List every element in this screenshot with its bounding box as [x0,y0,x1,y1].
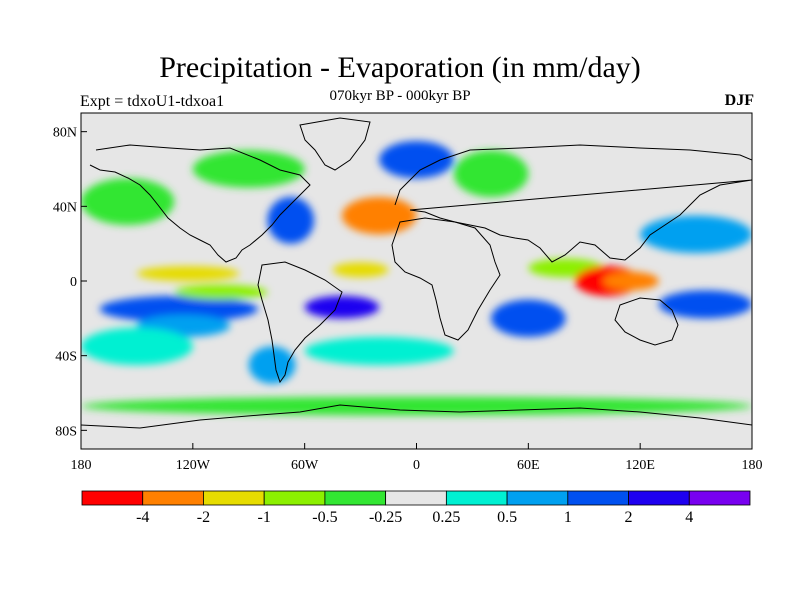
colorbar-swatch [203,490,265,506]
lon-tick-label: 120E [625,458,655,473]
lat-tick-label: 80S [55,424,77,439]
colorbar-label: 1 [564,509,572,526]
colorbar-swatch [506,490,569,506]
colorbar-swatch [324,490,387,506]
colorbar-label: -2 [197,509,210,526]
field-region-19 [81,396,752,416]
colorbar-label: -0.5 [312,509,337,526]
coast-africa [391,217,501,341]
field-region-3 [136,266,240,281]
colorbar-swatch [81,490,144,506]
lat-tick-label: 0 [70,275,77,290]
colorbar-label: 4 [685,509,693,526]
field-region-4 [174,284,268,300]
field-region-17 [192,150,305,188]
field-layer [81,141,752,416]
field-region-20 [304,337,454,365]
lon-tick-label: 60W [291,458,319,473]
experiment-label: Expt = tdxoU1-tdxoa1 [80,93,225,110]
lon-tick-group: 180 120W 60W 0 60E 120E 180 [71,443,763,473]
colorbar-swatch [142,490,204,506]
colorbar-swatch [385,490,447,506]
lat-tick-label: 80N [53,126,77,141]
coast-south-america [257,261,343,384]
colorbar-swatch [567,490,629,506]
field-region-2 [81,327,193,366]
field-region-18 [453,150,529,198]
chart-subtitle: 070kyr BP - 000kyr BP [329,88,471,104]
field-region-16 [81,178,175,226]
colorbar-label: -0.25 [369,509,402,526]
coast-greenland [299,117,371,171]
colorbar-swatch [628,490,690,506]
colorbar-label: -4 [136,509,149,526]
field-region-15 [640,215,752,253]
colorbar-label: 0.5 [497,509,517,526]
lon-tick-label: 0 [413,458,420,473]
field-region-5 [304,295,380,319]
coast-antarctica [81,404,752,429]
field-region-21 [248,346,296,384]
chart-title: Precipitation - Evaporation (in mm/day) [159,51,641,84]
lon-tick-label: 120W [176,458,211,473]
season-label: DJF [724,92,754,109]
colorbar-label: 2 [625,509,633,526]
colorbar: -4 -2 -1 -0.5 -0.25 0.25 0.5 1 2 4 [81,490,751,526]
field-region-6 [332,262,389,278]
coastlines [81,117,752,429]
field-region-9 [379,141,454,179]
lat-tick-label: 40N [53,200,77,215]
lon-tick-label: 180 [71,458,92,473]
lat-tick-group: 80N 40N 0 40S 80S [53,126,87,439]
colorbar-swatch [445,490,508,506]
field-region-7 [267,197,314,244]
field-region-0 [99,295,259,323]
coast-australia [614,297,679,346]
field-region-10 [491,299,566,338]
field-region-8 [341,197,417,235]
colorbar-swatch [263,490,326,506]
lat-tick-label: 40S [55,350,77,365]
lon-tick-label: 180 [742,458,763,473]
lon-tick-label: 60E [517,458,540,473]
colorbar-label: 0.25 [432,509,460,526]
colorbar-swatch [688,490,751,506]
colorbar-label: -1 [258,509,271,526]
field-region-14 [658,290,752,319]
coast-north-america [89,144,311,263]
field-region-13 [602,271,659,291]
